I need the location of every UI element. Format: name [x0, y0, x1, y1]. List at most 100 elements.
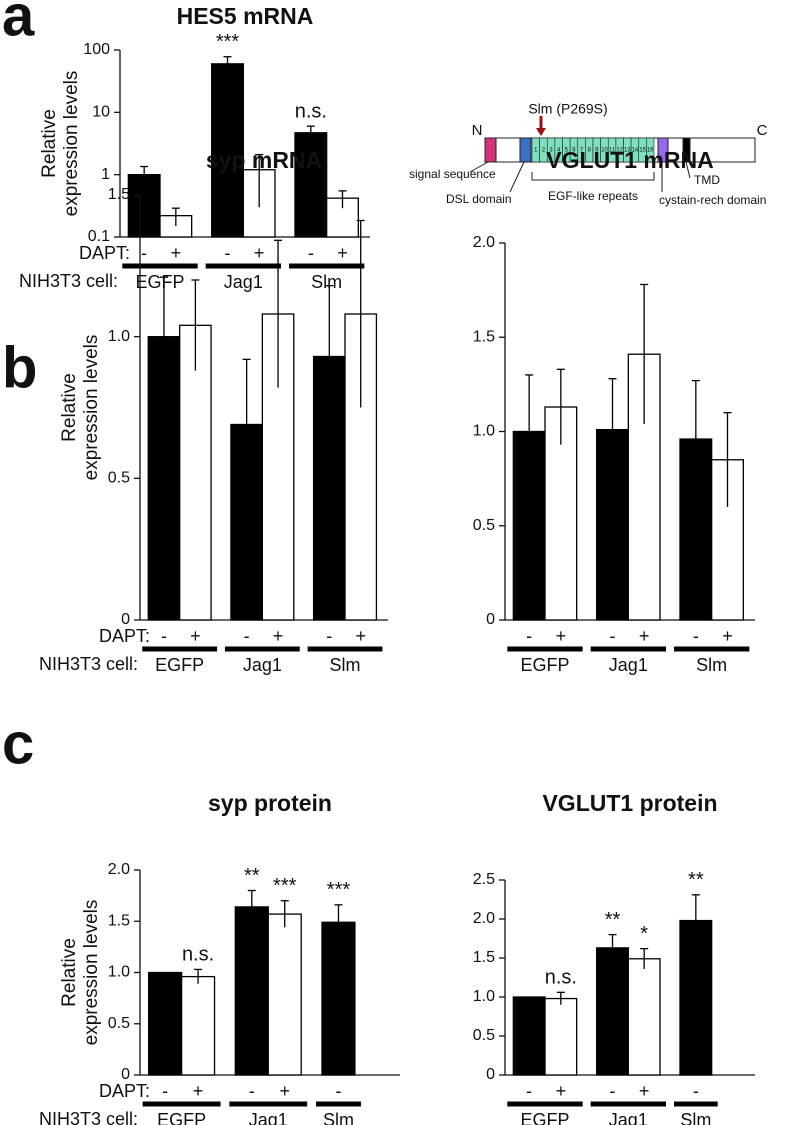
- egf-bracket: [531, 172, 655, 181]
- significance: **: [688, 869, 704, 891]
- significance: ***: [327, 879, 351, 901]
- x-tick-label: -: [326, 626, 332, 646]
- tmd-label: TMD: [694, 173, 720, 187]
- mutation-label: Slm (P269S): [528, 101, 607, 117]
- y-tick-label: 100: [83, 41, 110, 58]
- group-label: EGFP: [155, 655, 204, 675]
- y-tick-label: 1.5: [108, 186, 130, 203]
- x-tick-label: +: [639, 626, 650, 646]
- y-axis-label: Relative: [39, 109, 60, 178]
- group-label: EGFP: [520, 1110, 569, 1125]
- x-tick-label: +: [639, 1081, 650, 1101]
- bar: [267, 913, 302, 1076]
- bar: [544, 997, 578, 1076]
- bar: [234, 906, 269, 1076]
- significance: n.s.: [182, 944, 214, 966]
- x-tick-label: +: [556, 626, 567, 646]
- x-tick-label: -: [335, 1081, 341, 1101]
- leader: [509, 161, 525, 193]
- y-tick-label: 1.0: [108, 964, 130, 981]
- y-axis-label: expression levels: [81, 335, 102, 481]
- y-tick-label: 1.0: [473, 423, 495, 440]
- x-tick-label: -: [693, 1081, 699, 1101]
- x-tick-label: +: [722, 626, 733, 646]
- repeat-number: 5: [565, 148, 569, 154]
- row-label: DAPT:: [99, 1081, 150, 1101]
- repeat-number: 8: [588, 148, 592, 154]
- egf-repeat: [646, 137, 655, 163]
- y-tick-label: 2.0: [473, 234, 495, 251]
- y-axis-label: expression levels: [81, 900, 102, 1046]
- y-tick-label: 0: [486, 611, 495, 628]
- x-tick-label: +: [556, 1081, 567, 1101]
- group-label: Slm: [330, 655, 361, 675]
- y-tick-label: 2.0: [108, 861, 130, 878]
- bar: [211, 63, 244, 238]
- group-label: Slm: [680, 1110, 711, 1125]
- x-tick-label: +: [193, 1081, 204, 1101]
- group-row-label: NIH3T3 cell:: [39, 654, 138, 674]
- x-tick-label: +: [254, 243, 265, 263]
- y-axis-label: Relative: [59, 373, 80, 442]
- y-tick-label: 2.0: [473, 910, 495, 927]
- y-tick-label: 0.5: [108, 470, 130, 487]
- chart: VGLUT1 protein 0 0.5 1.0 1.5 2.0 2.5 - n.s. + ** - *…: [473, 790, 755, 1125]
- repeat-number: 10: [601, 148, 608, 154]
- y-tick-label: 0.5: [108, 1015, 130, 1032]
- x-tick-label: -: [526, 1081, 532, 1101]
- group-label: EGFP: [135, 272, 184, 292]
- row-label: DAPT:: [79, 243, 130, 263]
- significance: *: [640, 923, 648, 945]
- group-label: Slm: [311, 272, 342, 292]
- row-label: DAPT:: [99, 626, 150, 646]
- bar: [180, 975, 216, 1076]
- x-tick-label: -: [693, 626, 699, 646]
- x-tick-label: +: [337, 243, 348, 263]
- significance: n.s.: [545, 967, 577, 989]
- c-terminus: C: [757, 122, 768, 139]
- group-label: Jag1: [609, 1110, 648, 1125]
- y-tick-label: 0.5: [473, 1027, 495, 1044]
- x-tick-label: +: [355, 626, 366, 646]
- bar: [321, 921, 356, 1076]
- bar: [512, 996, 546, 1076]
- chart-title: VGLUT1 mRNA: [546, 147, 713, 173]
- dsl-box: [519, 137, 532, 163]
- x-tick-label: -: [141, 243, 147, 263]
- y-tick-label: 1.5: [108, 912, 130, 929]
- egf-label: EGF-like repeats: [548, 189, 638, 203]
- significance: **: [605, 909, 621, 931]
- significance: ***: [216, 31, 240, 53]
- group-label: Jag1: [609, 655, 648, 675]
- repeat-number: 11: [609, 148, 616, 154]
- group-row-label: NIH3T3 cell:: [39, 1109, 138, 1125]
- chart-title: HES5 mRNA: [177, 3, 314, 29]
- group-label: EGFP: [157, 1110, 206, 1125]
- y-tick-label: 1.0: [108, 328, 130, 345]
- repeat-number: 13: [624, 148, 631, 154]
- panel-label: a: [2, 0, 35, 48]
- signal-box: [484, 137, 497, 163]
- y-tick-label: 0: [121, 1066, 130, 1083]
- cys-label: cystain-rech domain: [659, 193, 766, 207]
- y-tick-label: 0.5: [473, 517, 495, 534]
- y-tick-label: 1: [101, 166, 110, 183]
- x-tick-label: -: [244, 626, 250, 646]
- bar: [627, 958, 661, 1076]
- leader: [469, 161, 489, 173]
- panel-label: c: [2, 711, 34, 776]
- significance: ***: [273, 875, 297, 897]
- y-tick-label: 1.0: [473, 988, 495, 1005]
- y-tick-label: 0.1: [88, 228, 110, 245]
- chart-title: syp protein: [208, 790, 332, 816]
- signal-label: signal sequence: [409, 167, 496, 181]
- x-tick-label: -: [308, 243, 314, 263]
- x-tick-label: +: [279, 1081, 290, 1101]
- cys-box: [657, 137, 669, 163]
- significance: **: [244, 865, 260, 887]
- x-tick-label: -: [610, 626, 616, 646]
- chart-title: syp mRNA: [206, 147, 322, 173]
- repeat-number: 9: [595, 148, 599, 154]
- bar: [148, 971, 183, 1076]
